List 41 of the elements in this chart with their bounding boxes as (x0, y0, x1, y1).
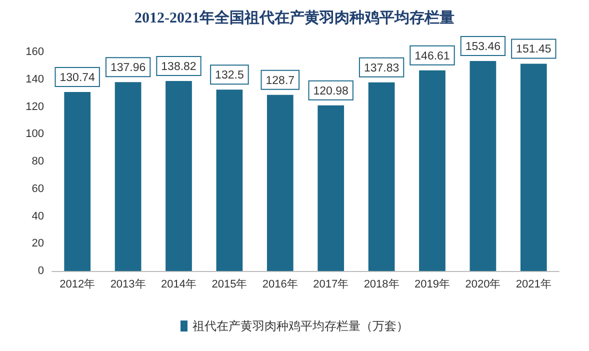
bar (419, 70, 446, 271)
y-tick-label: 0 (38, 265, 44, 277)
y-tick-label: 120 (26, 100, 44, 113)
chart-title: 2012-2021年全国祖代在产黄羽肉种鸡平均存栏量 (134, 10, 454, 26)
bar (64, 92, 91, 271)
bar (520, 64, 547, 271)
x-tick-label: 2016年 (262, 278, 298, 290)
data-label: 120.98 (313, 85, 348, 98)
y-tick-label: 80 (32, 156, 44, 168)
bar (318, 105, 344, 271)
data-label: 153.46 (465, 40, 501, 53)
data-label: 137.83 (364, 62, 400, 74)
data-label: 132.5 (215, 70, 244, 82)
x-tick-label: 2019年 (414, 278, 450, 290)
bar (470, 60, 496, 271)
y-tick-label: 100 (26, 128, 44, 140)
x-tick-label: 2015年 (212, 278, 248, 290)
bar (266, 94, 294, 271)
y-tick-label: 40 (32, 210, 44, 222)
x-tick-label: 2013年 (110, 278, 146, 290)
x-tick-label: 2018年 (364, 278, 400, 290)
y-tick-label: 160 (26, 46, 44, 58)
x-tick-label: 2012年 (60, 278, 96, 290)
x-tick-label: 2021年 (516, 278, 552, 290)
y-tick-label: 20 (32, 238, 44, 250)
y-tick-label: 140 (26, 73, 44, 86)
y-tick-label: 60 (32, 182, 44, 195)
x-tick-label: 2014年 (161, 278, 196, 290)
bar (216, 90, 243, 271)
data-label: 130.74 (60, 72, 96, 84)
data-label: 138.82 (161, 60, 196, 73)
bar (368, 82, 395, 271)
data-label: 151.45 (516, 44, 552, 56)
x-tick-label: 2017年 (313, 278, 349, 290)
bar (114, 82, 142, 271)
bar (166, 80, 192, 271)
legend-label: 祖代在产黄羽肉种鸡平均存栏量（万套） (192, 319, 408, 333)
x-tick-label: 2020年 (465, 278, 501, 290)
data-label: 137.96 (110, 62, 146, 74)
data-label: 146.61 (414, 50, 450, 62)
data-label: 128.7 (266, 74, 295, 87)
